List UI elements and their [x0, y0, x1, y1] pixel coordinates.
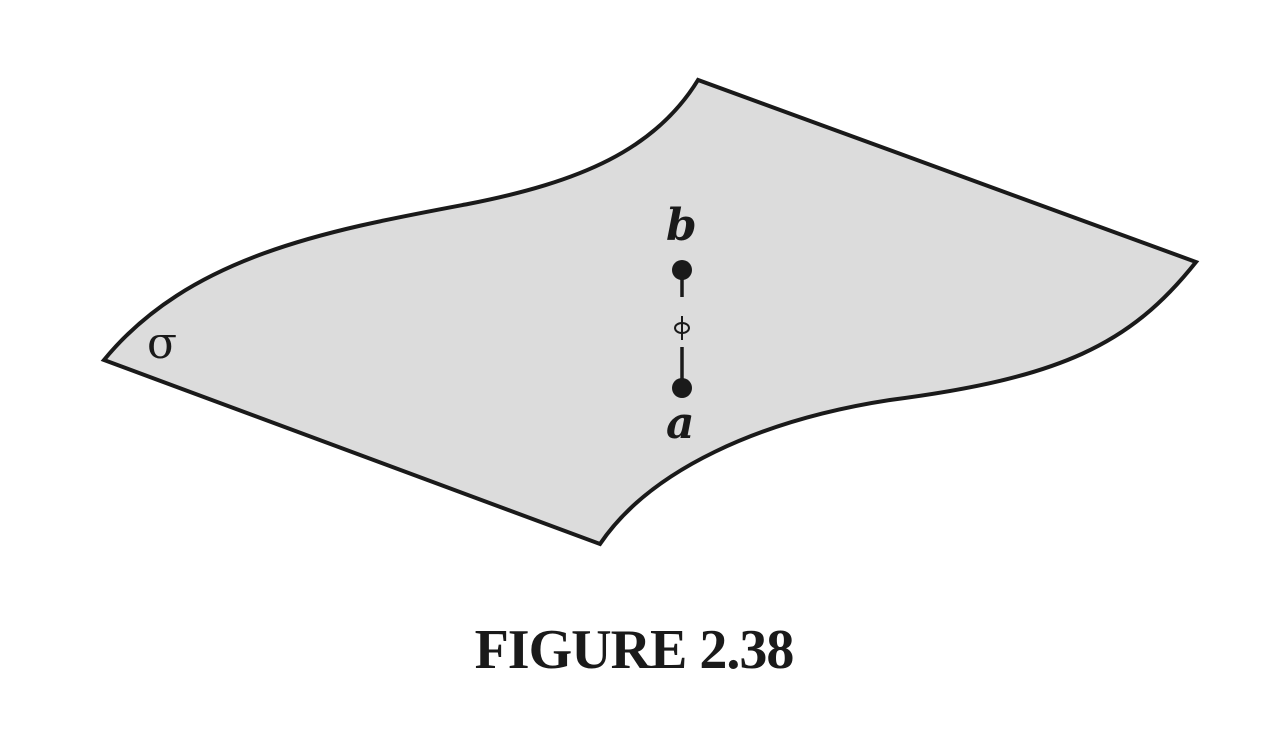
surface-label: σ	[147, 318, 177, 369]
point-a	[672, 378, 692, 398]
point-b-label: b	[666, 200, 697, 251]
segment-midpoint-marker	[674, 316, 690, 340]
figure-caption: FIGURE 2.38	[474, 619, 795, 681]
point-a-label: a	[666, 398, 695, 449]
point-b	[672, 260, 692, 280]
surface-sigma	[100, 77, 1200, 547]
